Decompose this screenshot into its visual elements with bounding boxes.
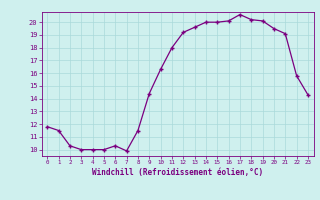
- X-axis label: Windchill (Refroidissement éolien,°C): Windchill (Refroidissement éolien,°C): [92, 168, 263, 177]
